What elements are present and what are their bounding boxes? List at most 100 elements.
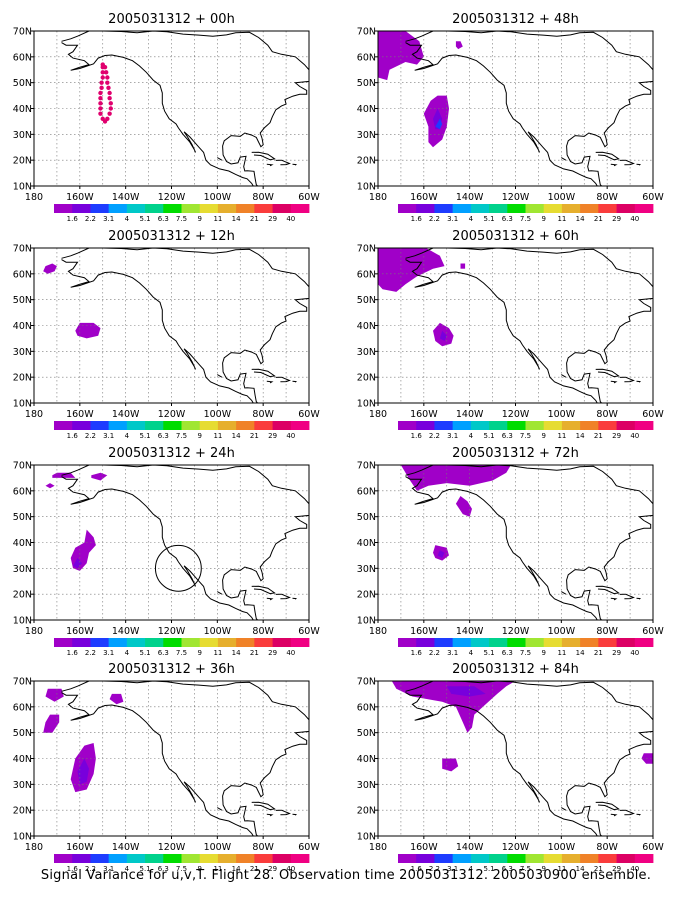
x-tick-label: 80W bbox=[596, 192, 618, 203]
colorbar: 1.6 2.2 3.1 4 5.1 6.3 7.5 9 11 14 21 29 40 bbox=[398, 638, 654, 657]
colorbar-swatch bbox=[236, 638, 255, 647]
coastline bbox=[610, 597, 618, 601]
flight-track-dot bbox=[103, 70, 109, 75]
panel-title: 2005031312 + 48h bbox=[452, 12, 579, 27]
panel-map bbox=[34, 465, 309, 620]
y-tick-label: 40N bbox=[357, 104, 376, 115]
y-tick-label: 10N bbox=[13, 832, 32, 843]
colorbar-label: 14 bbox=[232, 432, 241, 440]
colorbar-label: 14 bbox=[576, 865, 585, 873]
panel-title: 2005031312 + 60h bbox=[452, 229, 579, 244]
panel-4: 2005031312 + 48h 10N 20N 30N 40N 50N 60N 70N 180… bbox=[357, 12, 665, 223]
colorbar-swatch bbox=[416, 854, 435, 863]
coastline bbox=[275, 376, 291, 383]
colorbar-swatch bbox=[272, 638, 292, 647]
y-tick-label: 10N bbox=[13, 399, 32, 410]
x-tick-label: 180 bbox=[25, 409, 43, 420]
y-tick-label: 10N bbox=[13, 182, 32, 193]
y-tick-label: 50N bbox=[13, 512, 32, 523]
x-tick-label: 60W bbox=[642, 626, 664, 637]
y-tick-label: 60N bbox=[357, 702, 376, 713]
x-tick-label: 100W bbox=[548, 842, 576, 853]
y-tick-label: 40N bbox=[357, 538, 376, 549]
colorbar-label: 4 bbox=[125, 432, 130, 440]
y-tick-label: 40N bbox=[13, 321, 32, 332]
y-tick-label: 20N bbox=[357, 590, 376, 601]
y-tick-label: 10N bbox=[357, 616, 376, 627]
coastline bbox=[405, 681, 653, 721]
coastline bbox=[275, 159, 291, 166]
flight-track-dot bbox=[100, 75, 105, 80]
colorbar-label: 7.5 bbox=[520, 649, 531, 657]
colorbar-label: 40 bbox=[286, 865, 295, 873]
y-tick-label: 30N bbox=[13, 780, 32, 791]
x-tick-label: 180 bbox=[369, 192, 387, 203]
coastline bbox=[610, 813, 618, 817]
colorbar-swatch bbox=[525, 204, 545, 213]
colorbar-swatch bbox=[126, 204, 146, 213]
flight-track-dot bbox=[99, 85, 104, 91]
variance-region bbox=[455, 41, 463, 50]
y-tick-label: 20N bbox=[13, 156, 32, 167]
panel-title: 2005031312 + 00h bbox=[108, 12, 235, 27]
x-tick-label: 180 bbox=[25, 192, 43, 203]
colorbar-swatch bbox=[290, 421, 310, 430]
colorbar-label: 5.1 bbox=[484, 649, 495, 657]
y-tick-label: 60N bbox=[357, 486, 376, 497]
y-tick-label: 10N bbox=[357, 832, 376, 843]
colorbar-swatch bbox=[470, 204, 490, 213]
colorbar-swatch bbox=[181, 421, 201, 430]
colorbar-label: 21 bbox=[594, 865, 603, 873]
x-tick-label: 140W bbox=[456, 626, 484, 637]
flight-track-dot bbox=[98, 95, 103, 101]
coastline bbox=[275, 809, 291, 816]
colorbar-swatch bbox=[489, 421, 508, 430]
colorbar-swatch bbox=[199, 638, 219, 647]
variance-region bbox=[45, 688, 64, 702]
colorbar-label: 21 bbox=[250, 215, 259, 223]
colorbar-swatch bbox=[616, 421, 636, 430]
colorbar-swatch bbox=[598, 421, 617, 430]
colorbar-swatch bbox=[126, 421, 146, 430]
colorbar-swatch bbox=[254, 421, 273, 430]
colorbar-label: 29 bbox=[612, 649, 621, 657]
variance-region bbox=[77, 758, 89, 785]
colorbar-label: 9 bbox=[197, 432, 201, 440]
colorbar-label: 9 bbox=[197, 865, 201, 873]
colorbar-label: 4 bbox=[125, 649, 130, 657]
colorbar-label: 1.6 bbox=[67, 649, 79, 657]
coastline bbox=[566, 286, 653, 403]
y-tick-label: 30N bbox=[357, 347, 376, 358]
colorbar: 1.6 2.2 3.1 4 5.1 6.3 7.5 9 11 14 21 29 40 bbox=[398, 204, 654, 223]
colorbar-swatch bbox=[54, 421, 73, 430]
colorbar-label: 40 bbox=[630, 865, 639, 873]
colorbar-label: 40 bbox=[630, 432, 639, 440]
colorbar-swatch bbox=[634, 854, 654, 863]
colorbar-swatch bbox=[598, 854, 617, 863]
colorbar-swatch bbox=[634, 204, 654, 213]
colorbar-label: 1.6 bbox=[411, 432, 423, 440]
y-tick-label: 50N bbox=[13, 78, 32, 89]
x-tick-label: 100W bbox=[204, 409, 232, 420]
variance-region bbox=[73, 558, 83, 569]
colorbar-swatch bbox=[452, 204, 472, 213]
y-tick-label: 30N bbox=[13, 564, 32, 575]
colorbar-label: 14 bbox=[576, 432, 585, 440]
y-tick-label: 60N bbox=[13, 52, 32, 63]
colorbar-swatch bbox=[217, 204, 237, 213]
colorbar-swatch bbox=[634, 421, 654, 430]
coastline bbox=[266, 597, 274, 601]
colorbar-swatch bbox=[217, 421, 237, 430]
x-tick-label: 140W bbox=[112, 842, 140, 853]
y-tick-label: 10N bbox=[357, 399, 376, 410]
coastline bbox=[566, 503, 653, 620]
colorbar-label: 14 bbox=[232, 649, 241, 657]
colorbar-label: 3.1 bbox=[447, 865, 458, 873]
colorbar-label: 5.1 bbox=[140, 215, 151, 223]
colorbar-swatch bbox=[72, 854, 91, 863]
y-tick-label: 60N bbox=[357, 269, 376, 280]
colorbar-swatch bbox=[616, 638, 636, 647]
panel-title: 2005031312 + 12h bbox=[108, 229, 235, 244]
colorbar-swatch bbox=[543, 421, 563, 430]
